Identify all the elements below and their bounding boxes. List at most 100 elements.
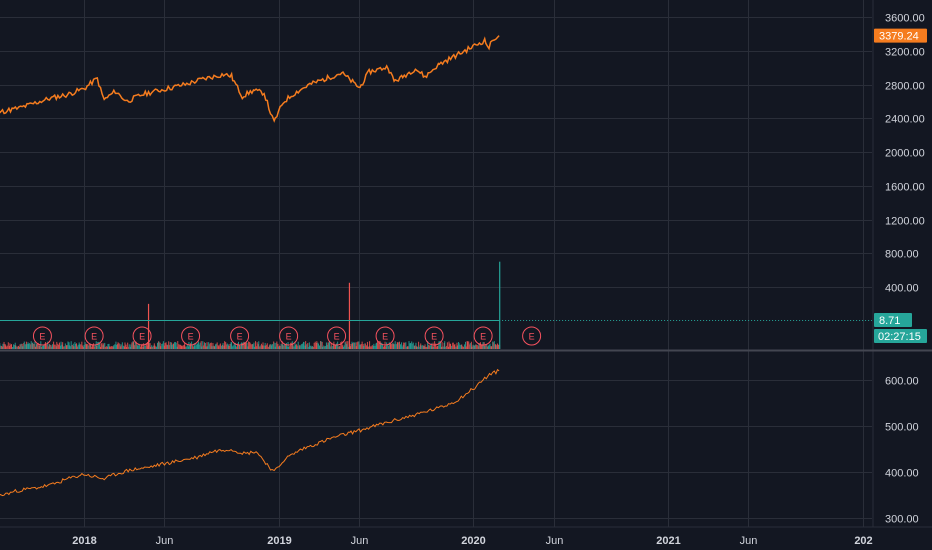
volume-bar — [78, 342, 80, 349]
volume-bar — [231, 342, 233, 349]
volume-bar — [70, 341, 72, 349]
volume-bar — [158, 341, 160, 349]
volume-bar — [17, 346, 19, 349]
earnings-marker[interactable]: E — [132, 326, 152, 346]
earnings-marker[interactable]: E — [522, 326, 542, 346]
volume-bar — [476, 345, 478, 349]
y-tick-label: 2400.00 — [885, 114, 925, 126]
volume-bar — [449, 343, 451, 349]
volume-bar — [206, 342, 208, 349]
volume-bar — [317, 342, 319, 349]
earnings-marker[interactable]: E — [375, 326, 395, 346]
x-tick-label: 2020 — [461, 535, 485, 547]
volume-bar — [25, 341, 27, 349]
volume-bar — [128, 344, 130, 349]
volume-bar — [349, 346, 351, 349]
price-badges: 3379.24 8.71 02:27:15 — [874, 28, 927, 343]
earnings-marker[interactable]: E — [424, 326, 444, 346]
volume-bar — [356, 342, 358, 349]
volume-bar — [290, 342, 292, 349]
volume-bar — [134, 341, 136, 349]
volume-bar — [87, 344, 89, 349]
volume-bar — [135, 341, 137, 349]
volume-bar — [215, 344, 217, 349]
volume-bar — [202, 345, 204, 349]
volume-bar — [419, 345, 421, 349]
volume-bar — [273, 341, 275, 349]
volume-bar — [30, 341, 32, 349]
volume-bar — [181, 346, 183, 349]
volume-bar — [242, 342, 244, 349]
volume-bar — [307, 343, 309, 349]
earnings-marker[interactable]: E — [32, 326, 52, 346]
volume-bar — [405, 342, 407, 349]
volume-bar — [399, 344, 401, 349]
volume-bar — [257, 344, 259, 349]
volume-bar — [452, 342, 454, 349]
volume-bar — [329, 341, 331, 349]
volume-bar — [68, 342, 70, 349]
volume-bar — [285, 343, 287, 349]
volume-bar — [233, 343, 235, 349]
earnings-marker[interactable]: E — [181, 326, 201, 346]
volume-bar — [351, 341, 353, 349]
volume-bar — [167, 345, 169, 349]
earnings-letter: E — [334, 332, 340, 342]
volume-bar — [433, 346, 435, 349]
earnings-marker[interactable]: E — [279, 326, 299, 346]
volume-bar — [306, 344, 308, 349]
volume-bar — [256, 342, 258, 349]
volume-bar — [241, 342, 243, 349]
volume-bar — [84, 342, 86, 349]
volume-bar — [32, 342, 34, 349]
volume-bar — [132, 341, 134, 349]
volume-bar — [334, 344, 336, 349]
volume-bar — [138, 344, 140, 349]
volume-bar — [235, 345, 237, 349]
volume-bar — [447, 346, 449, 349]
volume-bar — [170, 342, 172, 349]
volume-bar — [442, 346, 444, 349]
volume-bar — [489, 343, 491, 349]
y-tick-label: 2800.00 — [885, 81, 925, 93]
volume-bar — [209, 342, 211, 349]
volume-bar — [292, 344, 294, 349]
volume-bar — [196, 343, 198, 349]
volume-bar — [152, 345, 154, 349]
volume-bar — [172, 343, 174, 349]
volume-bar — [251, 344, 253, 349]
last-price-badge: 3379.24 — [874, 28, 927, 43]
earnings-marker[interactable]: E — [230, 326, 250, 346]
volume-bar — [168, 345, 170, 349]
volume-bar — [40, 346, 42, 349]
volume-bar — [136, 344, 138, 349]
volume-bar — [382, 346, 384, 349]
volume-bar — [352, 343, 354, 349]
volume-bar — [161, 343, 163, 349]
volume-bar — [30, 344, 32, 349]
volume-bar — [327, 342, 329, 349]
volume-bar — [424, 344, 426, 349]
volume-bar — [46, 344, 48, 349]
volume-bar — [391, 343, 393, 349]
volume-bar — [428, 344, 430, 349]
volume-bar — [73, 346, 75, 349]
volume-bar — [474, 345, 476, 349]
earnings-marker[interactable]: E — [84, 326, 104, 346]
y-tick-label: 600.00 — [885, 376, 919, 388]
volume-bar — [324, 345, 326, 349]
volume-bar — [207, 346, 209, 349]
volume-bar — [441, 346, 443, 349]
volume-bar — [223, 345, 225, 349]
earnings-marker[interactable]: E — [327, 326, 347, 346]
earnings-marker[interactable]: E — [473, 326, 493, 346]
volume-bar — [487, 346, 489, 349]
volume-bar — [276, 341, 278, 349]
volume-bar — [283, 345, 285, 349]
volume-bar — [374, 345, 376, 349]
volume-bar — [5, 345, 7, 349]
volume-bar — [126, 346, 128, 349]
